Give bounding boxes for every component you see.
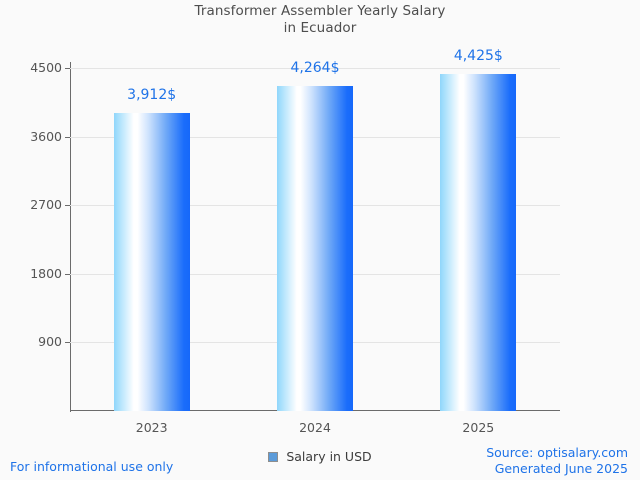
chart-title: Transformer Assembler Yearly Salary in E… <box>0 3 640 37</box>
y-tick-mark <box>65 273 70 275</box>
y-tick-mark <box>65 136 70 138</box>
y-axis-tick-label: 900 <box>38 334 62 350</box>
plot-area <box>65 68 630 411</box>
chart-title-line-1: Transformer Assembler Yearly Salary <box>194 3 446 19</box>
y-tick-mark <box>65 68 70 69</box>
footer-disclaimer: For informational use only <box>10 459 174 474</box>
gridline <box>70 68 560 69</box>
x-axis-category-label: 2025 <box>462 420 495 435</box>
chart-title-line-2: in Ecuador <box>283 20 357 36</box>
bar[interactable] <box>277 86 353 411</box>
y-tick-mark <box>65 205 70 207</box>
footer-source-block: Source: optisalary.com Generated June 20… <box>486 445 628 476</box>
y-axis-tick-label: 4500 <box>30 60 62 75</box>
x-axis-category-label: 2024 <box>299 420 331 435</box>
y-tick-mark <box>65 342 70 344</box>
legend-label-salary-in-usd: Salary in USD <box>286 449 372 464</box>
bar[interactable] <box>440 73 517 411</box>
bar-value-label: 4,264$ <box>290 59 340 76</box>
y-axis-tick-label: 3600 <box>30 128 62 144</box>
bar-value-label: 3,912$ <box>127 86 177 103</box>
y-axis-tick-label: 1800 <box>30 265 62 281</box>
bar[interactable] <box>113 112 190 411</box>
footer-source: Source: optisalary.com <box>486 445 628 460</box>
chart-legend: Salary in USD <box>0 450 640 464</box>
x-axis-category-label: 2023 <box>135 420 168 435</box>
legend-swatch-salary-in-usd <box>268 452 279 462</box>
y-axis-line <box>70 62 71 412</box>
bar-value-label: 4,425$ <box>453 47 503 64</box>
y-axis-tick-label: 2700 <box>30 197 62 213</box>
footer-generated: Generated June 2025 <box>494 460 628 476</box>
